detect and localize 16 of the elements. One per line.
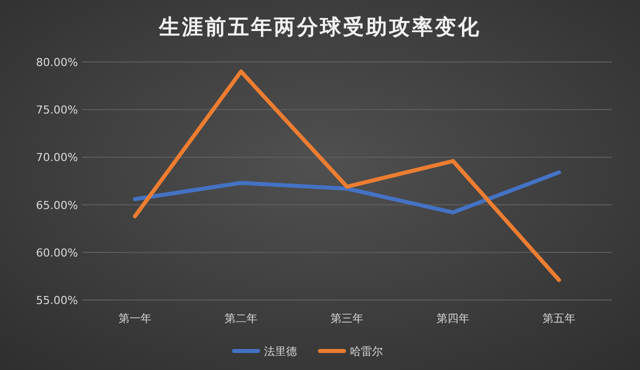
x-tick-label: 第三年 bbox=[330, 312, 364, 325]
y-tick-label: 60.00% bbox=[36, 246, 78, 260]
y-tick-label: 55.00% bbox=[36, 294, 78, 307]
y-tick-label: 80.00% bbox=[36, 56, 78, 69]
x-tick-label: 第一年 bbox=[118, 312, 152, 325]
x-tick-label: 第五年 bbox=[542, 312, 576, 325]
y-tick-label: 65.00% bbox=[36, 198, 78, 212]
x-tick-label: 第二年 bbox=[224, 312, 258, 325]
legend-label: 法里德 bbox=[264, 345, 297, 358]
line-series bbox=[133, 170, 561, 214]
legend-label: 哈雷尔 bbox=[350, 345, 383, 358]
y-tick-label: 75.00% bbox=[36, 104, 78, 117]
x-tick-label: 第四年 bbox=[436, 312, 470, 325]
y-tick-label: 70.00% bbox=[36, 151, 78, 164]
chart-title: 生涯前五年两分球受助攻率变化 bbox=[158, 15, 481, 39]
line-series bbox=[133, 70, 561, 282]
